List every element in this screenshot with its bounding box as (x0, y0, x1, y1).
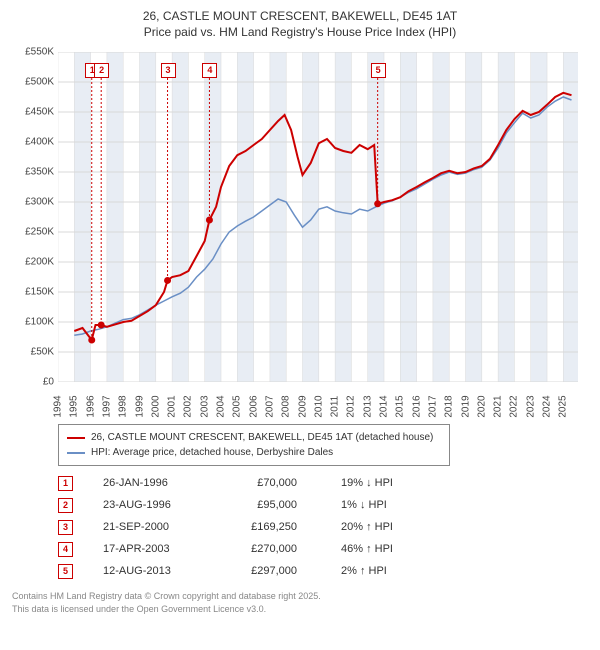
y-tick-label: £50K (31, 347, 54, 358)
x-tick-label: 2003 (199, 396, 210, 418)
x-tick-label: 2014 (379, 396, 390, 418)
x-tick-label: 2020 (476, 396, 487, 418)
x-tick-label: 2022 (509, 396, 520, 418)
x-tick-label: 2006 (248, 396, 259, 418)
sale-price: £270,000 (227, 543, 337, 555)
chart-title: 26, CASTLE MOUNT CRESCENT, BAKEWELL, DE4… (12, 8, 588, 40)
x-tick-label: 2018 (444, 396, 455, 418)
x-tick-label: 2023 (525, 396, 536, 418)
x-tick-label: 2009 (297, 396, 308, 418)
sale-row: 5 12-AUG-2013 £297,000 2% ↑ HPI (58, 560, 588, 582)
sale-row: 3 21-SEP-2000 £169,250 20% ↑ HPI (58, 516, 588, 538)
sale-date: 23-AUG-1996 (103, 499, 223, 511)
sale-date: 21-SEP-2000 (103, 521, 223, 533)
x-tick-label: 2015 (395, 396, 406, 418)
legend-row-blue: HPI: Average price, detached house, Derb… (67, 445, 441, 460)
sale-row: 1 26-JAN-1996 £70,000 19% ↓ HPI (58, 472, 588, 494)
y-tick-label: £200K (25, 257, 54, 268)
sale-price: £169,250 (227, 521, 337, 533)
x-tick-label: 2001 (167, 396, 178, 418)
x-tick-label: 2000 (150, 396, 161, 418)
footer: Contains HM Land Registry data © Crown c… (12, 590, 588, 614)
sale-marker-3: 3 (161, 63, 176, 78)
sale-date: 17-APR-2003 (103, 543, 223, 555)
sale-date: 26-JAN-1996 (103, 477, 223, 489)
footer-line1: Contains HM Land Registry data © Crown c… (12, 590, 588, 602)
footer-line2: This data is licensed under the Open Gov… (12, 603, 588, 615)
legend-swatch-blue (67, 452, 85, 454)
sale-marker-icon: 4 (58, 542, 73, 557)
chart-area: £0 £50K £100K £150K £200K £250K £300K £350K £400… (12, 46, 588, 416)
x-tick-label: 1999 (134, 396, 145, 418)
y-tick-label: £450K (25, 107, 54, 118)
sale-marker-2: 2 (94, 63, 109, 78)
y-tick-label: £150K (25, 287, 54, 298)
y-tick-label: £100K (25, 317, 54, 328)
x-tick-label: 2021 (493, 396, 504, 418)
sale-marker-icon: 5 (58, 564, 73, 579)
sale-marker-icon: 3 (58, 520, 73, 535)
sale-pct: 46% ↑ HPI (341, 543, 431, 555)
y-tick-label: £0 (43, 377, 54, 388)
sale-price: £70,000 (227, 477, 337, 489)
legend-label-blue: HPI: Average price, detached house, Derb… (91, 445, 333, 460)
legend-label-red: 26, CASTLE MOUNT CRESCENT, BAKEWELL, DE4… (91, 430, 433, 445)
x-tick-label: 2008 (281, 396, 292, 418)
sale-marker-icon: 2 (58, 498, 73, 513)
sale-marker-5: 5 (371, 63, 386, 78)
x-tick-label: 1998 (118, 396, 129, 418)
x-tick-label: 2005 (232, 396, 243, 418)
sale-price: £95,000 (227, 499, 337, 511)
sale-pct: 2% ↑ HPI (341, 565, 431, 577)
sale-row: 4 17-APR-2003 £270,000 46% ↑ HPI (58, 538, 588, 560)
legend-row-red: 26, CASTLE MOUNT CRESCENT, BAKEWELL, DE4… (67, 430, 441, 445)
x-tick-label: 1997 (101, 396, 112, 418)
x-tick-label: 1996 (85, 396, 96, 418)
x-tick-label: 2004 (216, 396, 227, 418)
sales-table: 1 26-JAN-1996 £70,000 19% ↓ HPI2 23-AUG-… (58, 472, 588, 582)
x-tick-label: 2002 (183, 396, 194, 418)
x-tick-label: 2010 (313, 396, 324, 418)
plot-area (58, 52, 578, 382)
x-tick-label: 2013 (362, 396, 373, 418)
sale-pct: 19% ↓ HPI (341, 477, 431, 489)
x-tick-label: 2019 (460, 396, 471, 418)
legend-swatch-red (67, 437, 85, 439)
sale-price: £297,000 (227, 565, 337, 577)
x-tick-label: 2025 (558, 396, 569, 418)
x-tick-label: 2024 (542, 396, 553, 418)
title-line1: 26, CASTLE MOUNT CRESCENT, BAKEWELL, DE4… (12, 8, 588, 24)
sale-row: 2 23-AUG-1996 £95,000 1% ↓ HPI (58, 494, 588, 516)
x-tick-label: 2016 (411, 396, 422, 418)
y-tick-label: £300K (25, 197, 54, 208)
y-tick-label: £350K (25, 167, 54, 178)
x-tick-label: 2017 (427, 396, 438, 418)
x-tick-label: 2012 (346, 396, 357, 418)
sale-date: 12-AUG-2013 (103, 565, 223, 577)
title-line2: Price paid vs. HM Land Registry's House … (12, 24, 588, 40)
y-tick-label: £400K (25, 137, 54, 148)
y-tick-label: £500K (25, 77, 54, 88)
sale-pct: 20% ↑ HPI (341, 521, 431, 533)
y-tick-label: £550K (25, 47, 54, 58)
x-tick-label: 2007 (264, 396, 275, 418)
x-tick-label: 2011 (330, 396, 341, 418)
y-tick-label: £250K (25, 227, 54, 238)
x-tick-label: 1995 (69, 396, 80, 418)
sale-pct: 1% ↓ HPI (341, 499, 431, 511)
sale-marker-4: 4 (202, 63, 217, 78)
sale-marker-icon: 1 (58, 476, 73, 491)
x-tick-label: 1994 (53, 396, 64, 418)
legend: 26, CASTLE MOUNT CRESCENT, BAKEWELL, DE4… (58, 424, 450, 466)
